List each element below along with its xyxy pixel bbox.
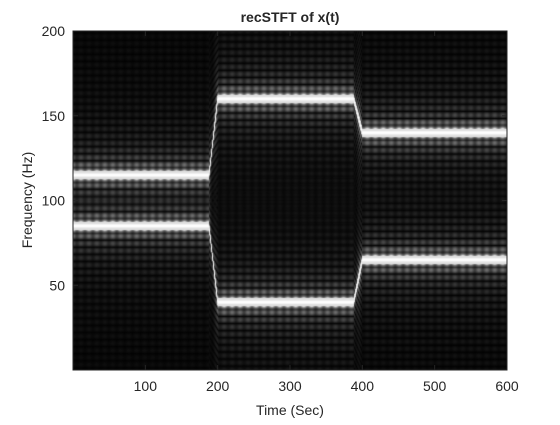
x-tick-label: 400 bbox=[351, 378, 375, 394]
y-tick-label: 100 bbox=[42, 193, 66, 209]
x-tick-label: 300 bbox=[278, 378, 302, 394]
x-axis-ticks: 100 200 300 400 500 600 bbox=[134, 31, 519, 394]
y-axis-ticks: 50 100 150 200 bbox=[42, 23, 507, 293]
y-tick-label: 200 bbox=[42, 23, 66, 39]
spectrogram-heatmap bbox=[73, 31, 507, 370]
x-tick-label: 200 bbox=[206, 378, 230, 394]
x-tick-label: 100 bbox=[134, 378, 158, 394]
x-axis-label: Time (Sec) bbox=[256, 402, 324, 418]
y-tick-label: 150 bbox=[42, 108, 66, 124]
chart-title: recSTFT of x(t) bbox=[241, 9, 340, 25]
x-tick-label: 500 bbox=[423, 378, 447, 394]
x-tick-label: 600 bbox=[495, 378, 519, 394]
y-axis-label: Frequency (Hz) bbox=[19, 152, 35, 248]
y-tick-label: 50 bbox=[49, 277, 65, 293]
